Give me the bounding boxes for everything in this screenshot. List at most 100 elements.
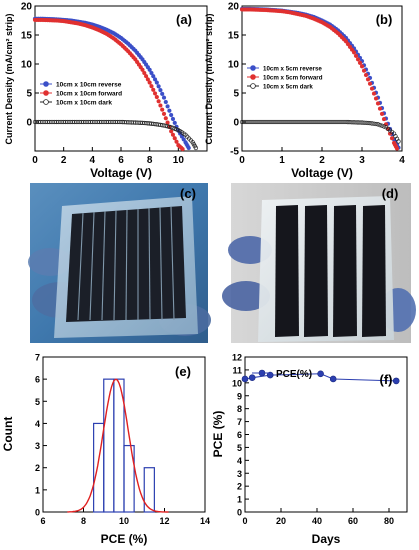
data-point — [170, 116, 176, 122]
panel-b-legend: 10cm x 5cm reverse 10cm x 5cm forward 10cm… — [247, 65, 323, 91]
data-point — [285, 119, 291, 125]
x-tick-label: 40 — [312, 516, 322, 526]
data-point — [389, 136, 395, 141]
data-point — [355, 120, 361, 125]
data-point — [293, 119, 299, 125]
data-point — [301, 119, 307, 125]
data-point — [281, 119, 287, 125]
data-point — [323, 119, 329, 125]
data-point — [396, 139, 401, 144]
panel-a-ylabel: Current Density (mA/cm² strip) — [4, 13, 14, 144]
data-point — [241, 119, 247, 125]
data-point — [165, 104, 170, 109]
panel-f-series — [241, 370, 400, 385]
data-point — [377, 106, 383, 111]
data-point — [313, 119, 319, 125]
data-point — [303, 119, 309, 125]
data-point — [283, 119, 289, 125]
data-point — [367, 81, 373, 86]
data-point — [345, 119, 351, 125]
data-point — [379, 123, 385, 128]
data-point — [247, 119, 253, 125]
data-point — [149, 70, 154, 76]
y-tick-label: 20 — [228, 2, 240, 13]
data-point — [259, 119, 265, 125]
y-tick-label: 2 — [35, 463, 40, 473]
y-tick-label: 4 — [35, 419, 40, 429]
data-point — [245, 119, 251, 125]
data-point — [160, 91, 165, 96]
data-point — [299, 119, 305, 125]
y-tick-label: 0 — [26, 118, 32, 129]
data-point — [170, 132, 176, 137]
y-tick-label: 10 — [232, 378, 242, 388]
data-point — [253, 119, 259, 125]
data-point — [161, 95, 167, 100]
data-point — [335, 119, 341, 125]
panel-e-bars — [93, 378, 155, 513]
cell-strip — [362, 205, 386, 337]
data-point — [353, 120, 359, 125]
data-point — [311, 119, 317, 125]
y-tick-label: 3 — [237, 469, 242, 479]
panel-c-photo: (c) — [28, 183, 211, 343]
data-point — [169, 129, 174, 134]
data-point — [248, 374, 256, 381]
data-point — [305, 119, 311, 125]
data-point — [266, 371, 274, 379]
data-point — [394, 146, 400, 151]
x-tick-label: 8 — [81, 516, 86, 526]
data-point — [147, 80, 152, 85]
scribe-line — [101, 211, 106, 321]
data-point — [371, 121, 377, 126]
panel-e-gaussian-fit — [67, 378, 169, 513]
data-point — [172, 136, 177, 141]
panel-b-label: (b) — [376, 12, 393, 27]
glove-finger — [222, 281, 270, 311]
data-point — [347, 119, 353, 125]
x-tick-label: 14 — [200, 516, 210, 526]
data-point — [392, 377, 400, 385]
data-point — [186, 145, 191, 151]
data-point — [355, 57, 361, 62]
data-point — [239, 119, 245, 125]
y-tick-label: 1 — [35, 485, 40, 495]
data-point — [359, 120, 365, 125]
y-tick-label: 5 — [26, 89, 32, 100]
x-tick-label: 80 — [384, 516, 394, 526]
y-tick-label: 15 — [228, 31, 240, 42]
panel-c-scribe-lines — [77, 206, 175, 321]
data-point — [329, 375, 337, 383]
x-tick-label: 4 — [90, 155, 96, 166]
data-point — [363, 120, 369, 126]
data-point — [243, 119, 249, 125]
series-10cm-x-10cm-forward — [32, 17, 185, 152]
panel-f-plot-frame — [244, 356, 408, 513]
cell-strip — [275, 205, 299, 337]
data-point — [365, 120, 371, 126]
y-tick-label: 0 — [233, 118, 239, 129]
data-point — [317, 119, 323, 125]
data-point — [351, 120, 357, 125]
x-tick-label: 4 — [399, 155, 405, 166]
y-tick-label: 12 — [232, 353, 242, 363]
y-tick-label: 1 — [237, 495, 242, 505]
data-point — [249, 119, 255, 125]
panel-c-label: (c) — [180, 186, 196, 201]
data-point — [275, 119, 281, 125]
x-tick-label: 6 — [40, 516, 45, 526]
data-point — [321, 119, 327, 125]
data-point — [151, 87, 156, 92]
data-point — [379, 111, 385, 116]
x-tick-label: 0 — [32, 155, 38, 166]
panel-f-ylabel: PCE (%) — [211, 411, 225, 458]
x-tick-label: 2 — [61, 155, 67, 166]
histogram-bar — [123, 444, 135, 513]
data-point — [357, 120, 363, 125]
data-point — [287, 119, 293, 125]
x-tick-label: 12 — [159, 516, 169, 526]
data-point — [357, 60, 363, 65]
